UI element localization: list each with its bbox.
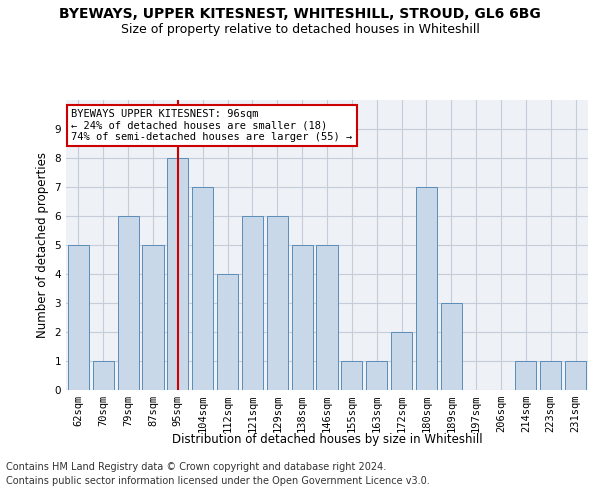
Bar [242,216,263,390]
Bar [192,187,213,390]
Bar [292,245,313,390]
Text: Contains HM Land Registry data © Crown copyright and database right 2024.: Contains HM Land Registry data © Crown c… [6,462,386,472]
Bar [93,361,114,390]
Y-axis label: Number of detached properties: Number of detached properties [36,152,49,338]
Bar [267,216,288,390]
Bar [118,216,139,390]
Text: Distribution of detached houses by size in Whiteshill: Distribution of detached houses by size … [172,432,482,446]
Text: Size of property relative to detached houses in Whiteshill: Size of property relative to detached ho… [121,22,479,36]
Bar [391,332,412,390]
Bar [142,245,164,390]
Bar [341,361,362,390]
Bar [68,245,89,390]
Bar [540,361,561,390]
Bar [366,361,387,390]
Text: BYEWAYS UPPER KITESNEST: 96sqm
← 24% of detached houses are smaller (18)
74% of : BYEWAYS UPPER KITESNEST: 96sqm ← 24% of … [71,108,352,142]
Bar [316,245,338,390]
Bar [416,187,437,390]
Bar [565,361,586,390]
Text: BYEWAYS, UPPER KITESNEST, WHITESHILL, STROUD, GL6 6BG: BYEWAYS, UPPER KITESNEST, WHITESHILL, ST… [59,8,541,22]
Text: Contains public sector information licensed under the Open Government Licence v3: Contains public sector information licen… [6,476,430,486]
Bar [441,303,462,390]
Bar [167,158,188,390]
Bar [515,361,536,390]
Bar [217,274,238,390]
